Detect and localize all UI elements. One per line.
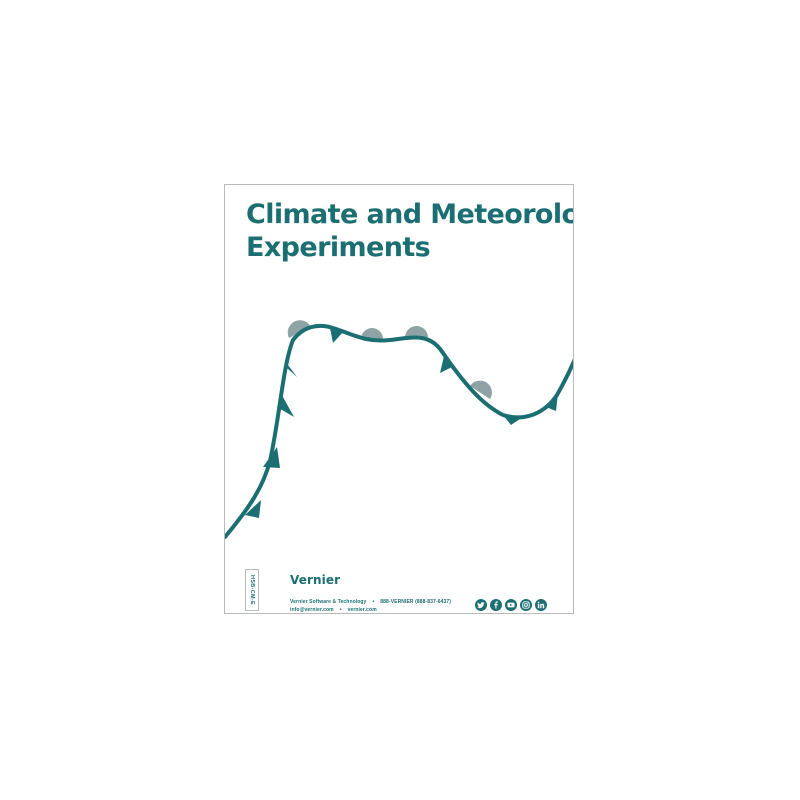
linkedin-icon[interactable] xyxy=(535,599,547,611)
contact-line-1: Vernier Software & Technology • 888-VERNIE… xyxy=(290,599,451,605)
title-line-1: Climate and Meteorology xyxy=(246,199,573,230)
cold-front-marker xyxy=(330,328,344,343)
book-cover: Climate and Meteorology Experiments HSB-… xyxy=(224,184,574,614)
contact-line-2: info@vernier.com • vernier.com xyxy=(290,607,377,613)
social-icons xyxy=(475,599,547,611)
cold-front-marker xyxy=(546,393,558,411)
warm-front-markers xyxy=(287,320,492,399)
weather-front-illustration xyxy=(225,320,573,539)
warm-front-marker xyxy=(287,320,311,338)
vernier-logo: Vernier xyxy=(290,573,341,587)
product-code: HSB-CM-E xyxy=(249,575,255,605)
cold-front-marker xyxy=(440,356,452,373)
title-line-2: Experiments xyxy=(246,232,431,263)
twitter-icon[interactable] xyxy=(475,599,487,611)
email-link[interactable]: info@vernier.com xyxy=(290,607,334,613)
product-code-tab: HSB-CM-E xyxy=(245,569,259,611)
cover-title: Climate and Meteorology Experiments xyxy=(246,198,573,264)
cold-front-marker xyxy=(277,397,294,417)
cold-front-marker xyxy=(263,447,280,468)
cold-front-marker xyxy=(245,500,261,518)
cold-front-marker xyxy=(285,361,297,377)
warm-front-marker xyxy=(470,380,492,399)
separator: • xyxy=(339,607,342,613)
front-line xyxy=(225,323,573,539)
warm-front-marker xyxy=(361,328,383,339)
cold-front-marker xyxy=(503,415,520,425)
phone-number: 888-VERNIER (888-837-6437) xyxy=(380,599,451,605)
separator: • xyxy=(372,599,375,605)
instagram-icon[interactable] xyxy=(520,599,532,611)
company-name: Vernier Software & Technology xyxy=(290,599,367,605)
cold-front-markers xyxy=(245,328,558,518)
youtube-icon[interactable] xyxy=(505,599,517,611)
facebook-icon[interactable] xyxy=(490,599,502,611)
warm-front-marker xyxy=(404,325,428,338)
website-link[interactable]: vernier.com xyxy=(347,607,377,613)
